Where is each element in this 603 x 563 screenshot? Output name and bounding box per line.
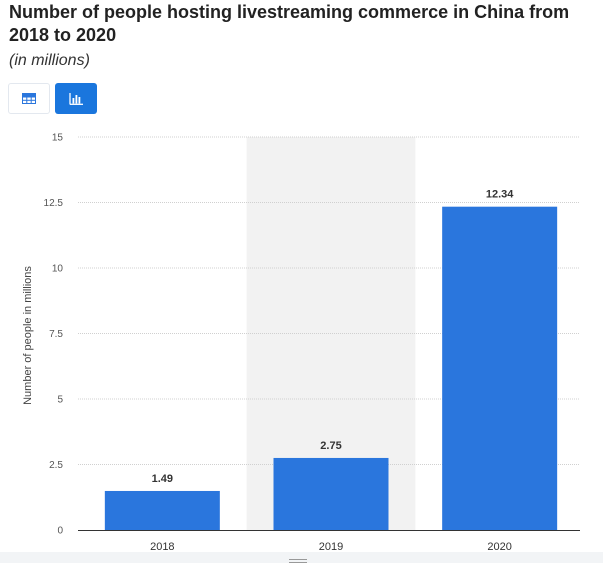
chart-title: Number of people hosting livestreaming c… — [9, 2, 570, 45]
bar-2018[interactable] — [104, 490, 220, 530]
bar-2020[interactable] — [442, 206, 558, 530]
chart-subtitle: (in millions) — [9, 52, 90, 69]
bar-2019[interactable] — [273, 457, 389, 530]
y-tick-label: 10 — [52, 264, 64, 275]
data-label: 12.34 — [486, 189, 514, 201]
y-tick-label: 12.5 — [44, 198, 64, 209]
data-label: 2.75 — [320, 440, 341, 452]
x-tick-label: 2020 — [487, 541, 511, 553]
chart-view-button[interactable] — [55, 83, 97, 114]
table-view-icon — [22, 93, 36, 104]
y-axis-label: Number of people in millions — [22, 266, 34, 405]
table-view-button[interactable] — [8, 83, 50, 114]
resize-handle[interactable] — [289, 559, 307, 563]
bar-chart-view-icon — [69, 92, 83, 105]
footer-strip — [0, 552, 603, 563]
bars: 1.49 2.75 12.34 — [104, 189, 558, 530]
y-tick-label: 5 — [57, 395, 63, 406]
x-tick-label: 2019 — [319, 541, 343, 553]
data-label: 1.49 — [152, 473, 173, 485]
y-axis-ticks: 0 2.5 5 7.5 10 12.5 15 — [44, 133, 64, 537]
y-tick-label: 7.5 — [49, 329, 63, 340]
y-tick-label: 15 — [52, 133, 64, 144]
x-tick-label: 2018 — [150, 541, 174, 553]
x-axis-ticks: 2018 2019 2020 — [150, 541, 512, 553]
y-tick-label: 0 — [57, 526, 63, 537]
y-tick-label: 2.5 — [49, 460, 63, 471]
